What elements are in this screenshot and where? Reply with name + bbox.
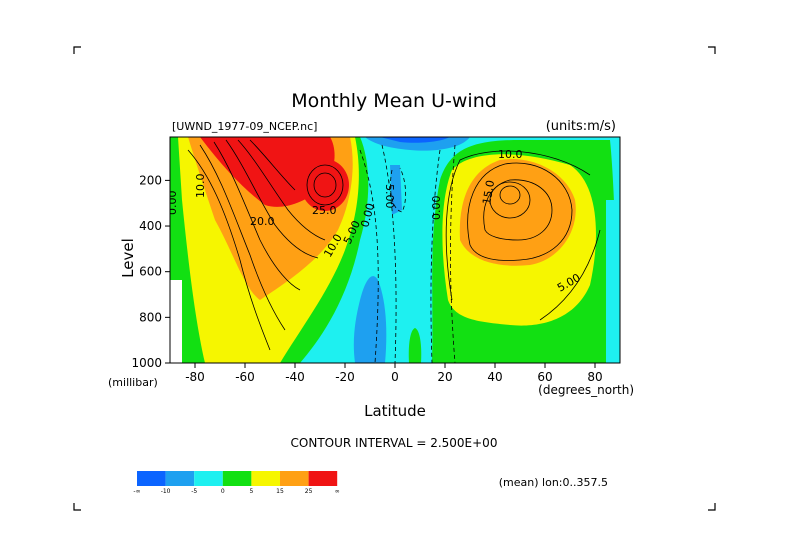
y-axis-label: Level [119, 238, 137, 278]
region-sh-subtropical-jet [301, 159, 349, 211]
x-tick-label: -20 [335, 370, 355, 384]
colorbar-label: 5 [249, 488, 253, 495]
contour-label: 0.00 [430, 196, 443, 221]
x-axis-units: (degrees_north) [538, 383, 634, 397]
y-axis: 200 400 600 800 1000 [131, 173, 170, 370]
region-strat-easterly [365, 137, 470, 151]
y-axis-units: (millibar) [108, 376, 158, 389]
contour-label: -5.00 [383, 180, 396, 208]
colorbar-label: -10 [161, 488, 171, 495]
x-axis-label: Latitude [364, 402, 426, 420]
region-upper-easterly [390, 165, 402, 215]
chart-title: Monthly Mean U-wind [291, 90, 497, 112]
colorbar-label: 25 [305, 488, 313, 495]
x-tick-label: 60 [537, 370, 552, 384]
colorbar-swatch [280, 471, 309, 486]
colorbar-label: 15 [276, 488, 284, 495]
contour-label: 0.00 [358, 202, 377, 229]
contour-label: 0.00 [166, 191, 179, 216]
x-tick-label: 0 [391, 370, 399, 384]
contour-label: 20.0 [250, 215, 275, 228]
x-axis: -80 -60 -40 -20 0 20 40 60 80 [185, 363, 603, 384]
colorbar-label: ∞ [335, 488, 340, 495]
contour-label: 25.0 [312, 204, 337, 217]
region-strat-easterly-core [380, 137, 450, 143]
region-sh-jet-core [200, 137, 335, 207]
colorbar-swatch [194, 471, 223, 486]
x-tick-label: 20 [437, 370, 452, 384]
crop-mark-bottom-right [708, 503, 716, 511]
colorbar-swatch [165, 471, 195, 486]
colorbar-label: 0 [221, 488, 225, 495]
y-tick-label: 800 [139, 310, 162, 324]
crop-mark-bottom-left [73, 503, 81, 511]
crop-mark-top-right [708, 46, 716, 54]
x-tick-label: -80 [185, 370, 205, 384]
averaging-note: (mean) lon:0..357.5 [499, 476, 608, 489]
x-tick-label: -60 [235, 370, 255, 384]
contour-lines [187, 139, 601, 363]
colorbar-label: -∞ [133, 488, 140, 495]
negative-contours [359, 144, 456, 363]
y-tick-label: 1000 [131, 356, 162, 370]
crop-marks [73, 46, 716, 511]
x-tick-label: 40 [487, 370, 502, 384]
contour-interval-label: CONTOUR INTERVAL = 2.500E+00 [291, 436, 498, 450]
colorbar-swatch [222, 471, 252, 486]
y-tick-label: 600 [139, 265, 162, 279]
colorbar: -∞ -10 -5 0 5 15 25 ∞ [133, 471, 340, 495]
contour-label: 15.0 [480, 179, 497, 205]
x-tick-label: -40 [285, 370, 305, 384]
colorbar-swatch [137, 471, 166, 486]
units-label: (units:m/s) [546, 119, 616, 134]
crop-mark-top-left [73, 46, 81, 54]
contour-label: 10.0 [498, 148, 523, 161]
y-tick-label: 400 [139, 219, 162, 233]
colorbar-label: -5 [191, 488, 197, 495]
contour-label: 10.0 [194, 174, 207, 199]
contour-field: 0.00 10.0 20.0 25.0 10.0 5.00 0.00 -5.00… [166, 137, 620, 363]
colorbar-swatch [308, 471, 338, 486]
y-tick-label: 200 [139, 173, 162, 187]
x-tick-label: 80 [587, 370, 602, 384]
region-nh-15to25 [459, 159, 576, 266]
region-equatorial-westerly [408, 328, 422, 363]
region-nh-polar [606, 200, 620, 363]
dataset-label: [UWND_1977-09_NCEP.nc] [172, 120, 317, 133]
region-antarctic-below-ground [170, 280, 182, 363]
colorbar-swatch [251, 471, 280, 486]
